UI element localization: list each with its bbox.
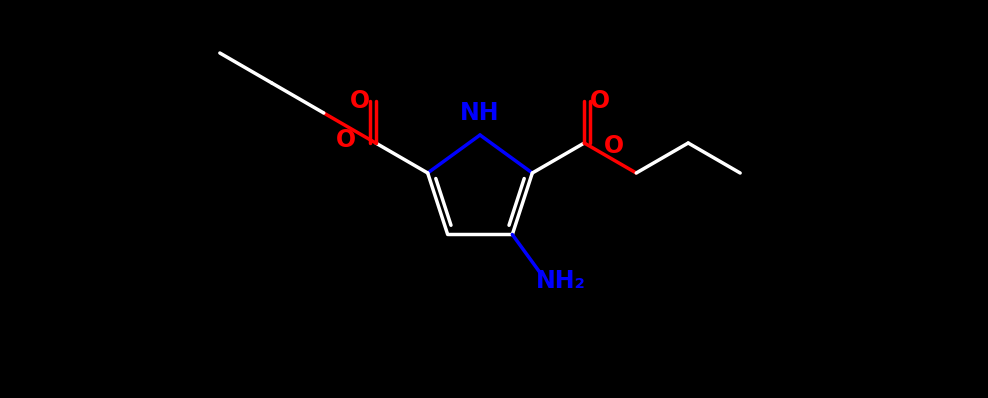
Text: O: O xyxy=(350,89,370,113)
Text: O: O xyxy=(590,89,611,113)
Text: NH: NH xyxy=(460,101,500,125)
Text: NH₂: NH₂ xyxy=(535,269,586,293)
Text: O: O xyxy=(605,134,624,158)
Text: O: O xyxy=(336,128,356,152)
